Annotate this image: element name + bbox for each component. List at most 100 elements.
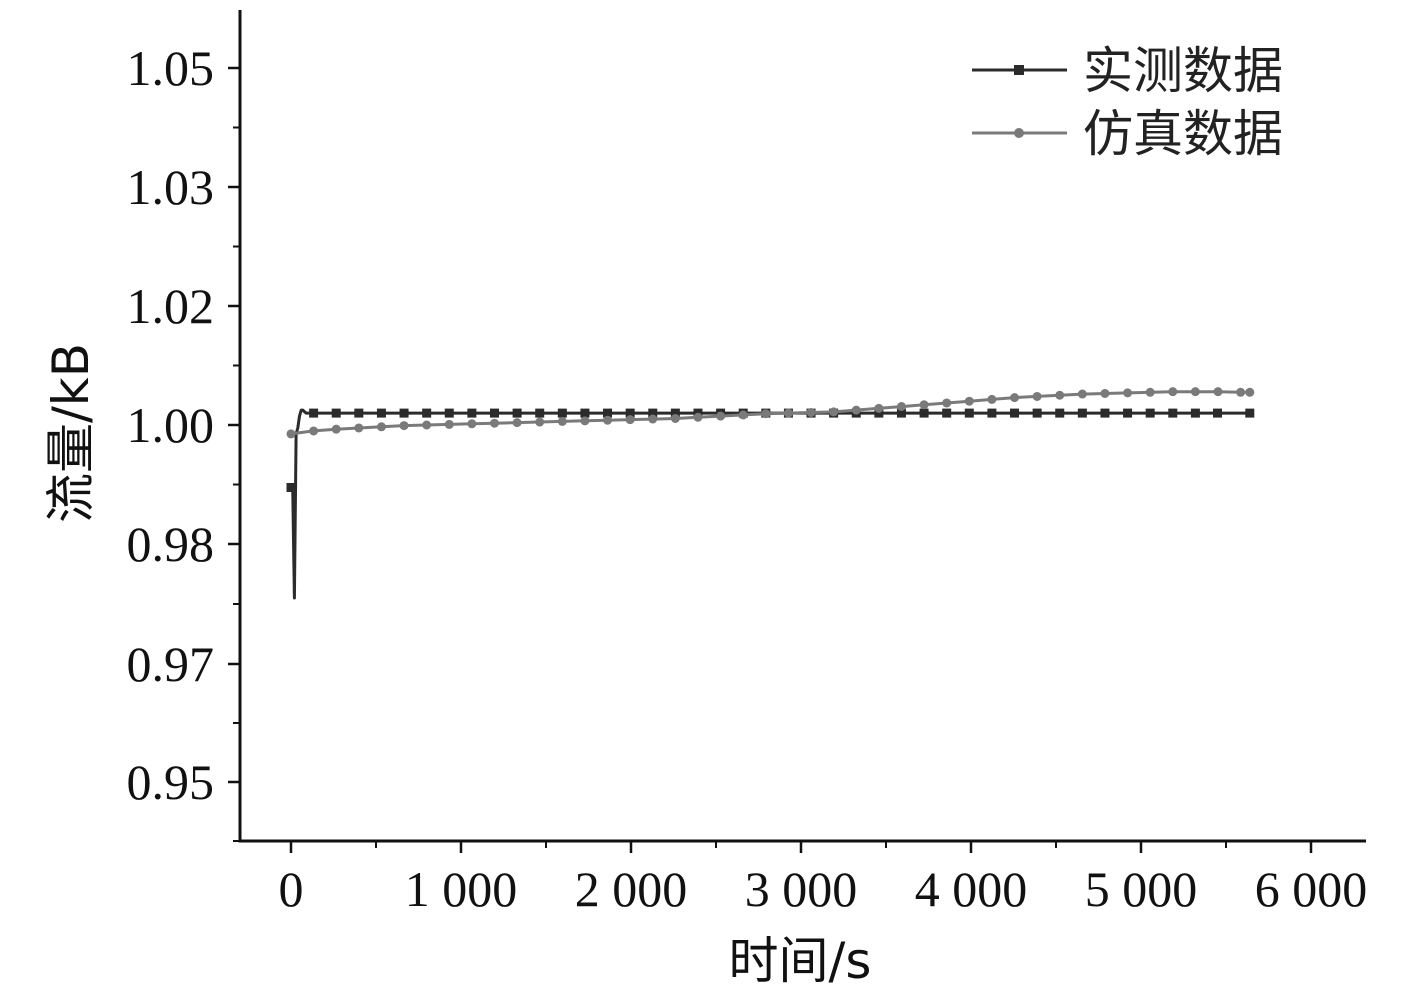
series-layer xyxy=(286,387,1255,600)
data-point xyxy=(1168,408,1178,418)
x-tick-label: 2 000 xyxy=(575,861,688,917)
x-axis-title: 时间/s xyxy=(729,932,872,990)
x-tick-label: 3 000 xyxy=(745,861,858,917)
data-point xyxy=(874,403,884,413)
data-point xyxy=(1168,387,1178,397)
data-point xyxy=(829,407,839,417)
data-point xyxy=(467,419,477,429)
data-point xyxy=(806,408,816,418)
data-point xyxy=(286,429,296,439)
data-point xyxy=(670,408,680,418)
x-tick-label: 5 000 xyxy=(1085,861,1198,917)
data-point xyxy=(874,408,884,418)
data-point xyxy=(535,408,545,418)
data-point xyxy=(444,419,454,429)
data-point xyxy=(444,408,454,418)
data-point xyxy=(942,408,952,418)
series-2 xyxy=(286,387,1255,439)
data-point xyxy=(535,417,545,427)
data-point xyxy=(1145,408,1155,418)
legend-label: 仿真数据 xyxy=(1083,105,1283,163)
data-point xyxy=(670,413,680,423)
data-point xyxy=(648,414,658,424)
data-point xyxy=(557,416,567,426)
data-point xyxy=(422,420,432,430)
data-point xyxy=(1145,387,1155,397)
data-point xyxy=(851,405,861,415)
data-point xyxy=(896,402,906,412)
x-tick-label: 6 000 xyxy=(1255,861,1368,917)
data-point xyxy=(1010,408,1020,418)
data-point xyxy=(354,408,364,418)
data-point xyxy=(693,412,703,422)
data-point xyxy=(1213,387,1223,397)
axes: 0.95 0.97 0.98 1.00 1.02 1.03 1.05 0 1 000 2 000 3… xyxy=(127,10,1368,917)
data-point xyxy=(376,408,386,418)
data-point xyxy=(512,418,522,428)
data-point xyxy=(964,396,974,406)
data-point xyxy=(625,408,635,418)
data-point xyxy=(557,408,567,418)
data-point xyxy=(1100,408,1110,418)
data-point xyxy=(1055,408,1065,418)
data-point xyxy=(738,410,748,420)
legend-item: 仿真数据 xyxy=(972,105,1283,163)
data-point xyxy=(1010,393,1020,403)
y-tick-label: 0.98 xyxy=(127,516,215,572)
data-point xyxy=(625,415,635,425)
data-point xyxy=(1077,389,1087,399)
data-point xyxy=(1123,408,1133,418)
data-point xyxy=(603,415,613,425)
data-point xyxy=(1213,408,1222,418)
data-point xyxy=(987,408,997,418)
data-point xyxy=(331,424,341,434)
data-point xyxy=(376,422,386,432)
x-tick-label: 4 000 xyxy=(915,861,1028,917)
data-point xyxy=(512,408,522,418)
legend-item: 实测数据 xyxy=(972,42,1283,100)
x-tick-label: 1 000 xyxy=(405,861,518,917)
data-point xyxy=(964,408,974,418)
data-point xyxy=(489,418,499,428)
data-point xyxy=(422,408,432,418)
y-tick-label: 1.05 xyxy=(127,40,215,96)
data-point xyxy=(896,408,906,418)
y-tick-label: 1.00 xyxy=(127,397,215,453)
data-point xyxy=(987,394,997,404)
data-point xyxy=(648,408,658,418)
data-point xyxy=(467,408,477,418)
data-point xyxy=(1190,408,1200,418)
data-point xyxy=(1245,387,1255,397)
legend-label: 实测数据 xyxy=(1083,42,1283,100)
data-point xyxy=(1123,388,1133,398)
series-1 xyxy=(286,408,1255,600)
data-point xyxy=(580,416,590,426)
y-tick-label: 0.95 xyxy=(127,754,215,810)
y-tick-label: 1.03 xyxy=(127,159,215,215)
legend-swatch-marker xyxy=(1014,65,1024,75)
data-point xyxy=(919,400,929,410)
data-point xyxy=(286,482,296,492)
data-point xyxy=(399,421,409,431)
y-tick-label: 0.97 xyxy=(127,636,215,692)
data-point xyxy=(1100,388,1110,398)
data-point xyxy=(919,408,929,418)
data-point xyxy=(309,426,319,436)
data-point xyxy=(354,423,364,433)
data-point xyxy=(489,408,499,418)
data-point xyxy=(309,408,319,418)
data-point xyxy=(783,408,793,418)
data-point xyxy=(1190,387,1200,397)
data-point xyxy=(1055,390,1065,400)
data-point xyxy=(580,408,590,418)
data-point xyxy=(942,398,952,408)
data-point xyxy=(1077,408,1087,418)
data-point xyxy=(716,411,726,421)
data-point xyxy=(761,409,771,419)
data-point xyxy=(331,408,341,418)
y-axis-title: 流量/kB xyxy=(42,343,100,523)
x-tick-label: 0 xyxy=(279,861,304,917)
data-point xyxy=(399,408,409,418)
